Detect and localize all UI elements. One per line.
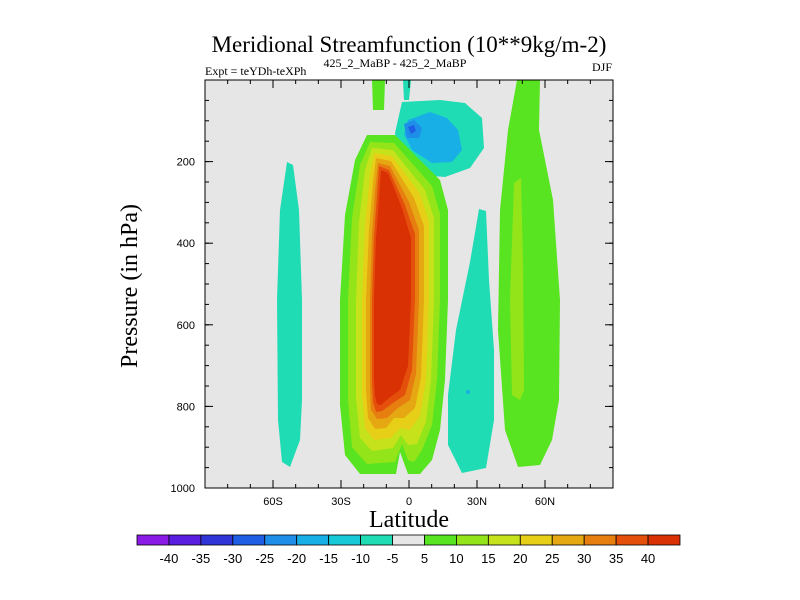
colorbar-swatch [328,534,361,546]
colorbar-swatch [424,534,457,546]
y-axis-label: Pressure (in hPa) [117,204,143,368]
colorbar-swatch [136,534,170,546]
colorbar-swatch [519,534,553,546]
colorbar-swatch [200,534,234,546]
colorbar-swatch [456,534,489,546]
colorbar-swatch [647,534,681,546]
y-tick-label: 600 [177,320,195,332]
tropical-positive-cell [340,135,448,474]
experiment-label: Expt = teYDh-teXPh [205,64,306,78]
subtropical-north-negative [448,209,494,473]
season-label: DJF [592,60,612,74]
colorbar-swatch [360,534,393,546]
contour-fields [277,80,560,474]
colorbar-swatch [487,534,521,546]
southern-negative-cell [277,162,302,467]
y-tick-label: 200 [177,157,195,169]
colorbar: -40 -35 -30 -25 -20 -15 -10 -5 5 10 15 20 25 30 35 40 [136,534,681,566]
colorbar-swatch [392,534,425,546]
colorbar-label: 15 [481,551,495,566]
colorbar-swatch [232,534,266,546]
colorbar-swatch [551,534,585,546]
northern-positive-cell [498,80,560,467]
y-axis: 200 400 600 800 1000 [171,79,613,495]
y-tick-label: 1000 [171,483,195,495]
colorbar-swatch [615,534,649,546]
colorbar-swatch [264,534,298,546]
x-axis: 60S 30S 0 30N 60N [204,80,614,508]
x-tick-label: 60N [535,496,555,508]
colorbar-swatch [296,534,330,546]
colorbar-label: -35 [191,551,210,566]
colorbar-label: -10 [351,551,370,566]
colorbar-label: 30 [577,551,591,566]
colorbar-label: -20 [287,551,306,566]
x-tick-label: 30S [331,496,351,508]
y-tick-label: 800 [177,401,195,413]
colorbar-label: 25 [545,551,559,566]
colorbar-label: -15 [319,551,338,566]
x-axis-label: Latitude [369,507,449,533]
colorbar-label: 40 [641,551,655,566]
colorbar-label: 5 [421,551,428,566]
colorbar-swatch [583,534,617,546]
x-tick-label: 0 [406,496,412,508]
colorbar-swatch [168,534,202,546]
colorbar-label: -25 [255,551,274,566]
x-tick-label: 30N [467,496,487,508]
colorbar-label: -40 [160,551,179,566]
x-tick-label: 60S [263,496,283,508]
chart-title: Meridional Streamfunction (10**9kg/m-2) [212,32,607,57]
colorbar-label: 35 [609,551,623,566]
colorbar-label: -30 [223,551,242,566]
colorbar-label: 10 [449,551,463,566]
colorbar-label: 20 [513,551,527,566]
y-tick-label: 400 [177,238,195,250]
colorbar-label: -5 [387,551,399,566]
negative-speck [466,390,470,394]
experiment-difference: 425_2_MaBP - 425_2_MaBP [324,56,467,70]
